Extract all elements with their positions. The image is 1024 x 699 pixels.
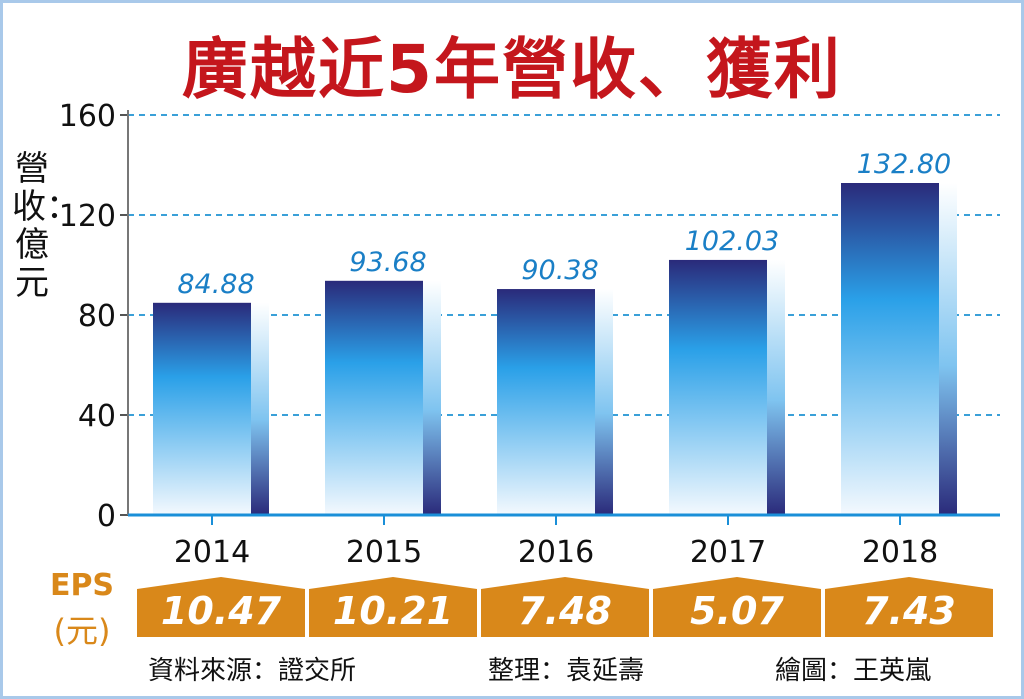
value-label-2014: 84.88 bbox=[177, 269, 254, 300]
x-tick-label-2017: 2017 bbox=[690, 535, 766, 570]
illustrator-credit: 繪圖：王英嵐 bbox=[775, 656, 932, 686]
x-tick-labels: 2014 2015 2016 2017 2018 bbox=[174, 535, 938, 570]
source-credit: 資料來源：證交所 bbox=[148, 656, 357, 686]
x-tick-label-2014: 2014 bbox=[174, 535, 250, 570]
eps-box-2018 bbox=[825, 577, 993, 637]
bar-2016 bbox=[497, 289, 595, 515]
bars: 84.88 93.68 90.38 102.03 132.80 bbox=[153, 149, 957, 515]
bar-side-2018 bbox=[939, 183, 957, 515]
bar-2015 bbox=[325, 280, 423, 515]
eps-box-2015 bbox=[309, 577, 477, 637]
value-label-2015: 93.68 bbox=[349, 247, 426, 278]
bar-2014 bbox=[153, 302, 251, 515]
eps-value-2015: 10.21 bbox=[333, 589, 453, 633]
eps-box-2014 bbox=[137, 577, 305, 637]
eps-value-2014: 10.47 bbox=[161, 589, 282, 633]
x-axis bbox=[127, 110, 1000, 525]
value-label-2017: 102.03 bbox=[685, 226, 779, 257]
x-tick-label-2018: 2018 bbox=[862, 535, 938, 570]
bar-2018 bbox=[841, 183, 939, 515]
y-tick-label: 80 bbox=[78, 299, 116, 334]
y-tick-label: 0 bbox=[97, 499, 116, 534]
y-tick-label: 160 bbox=[59, 99, 116, 134]
bar-side-2016 bbox=[595, 289, 613, 515]
chart-title: 廣越近5年營收、獲利 bbox=[182, 31, 842, 108]
eps-unit: (元) bbox=[53, 612, 111, 650]
bar-side-2017 bbox=[767, 259, 785, 515]
eps-box-2016 bbox=[481, 577, 649, 637]
eps-row: 10.47 10.21 7.48 5.07 7.43 bbox=[137, 577, 993, 637]
eps-label: EPS bbox=[49, 568, 115, 603]
bar-2017 bbox=[669, 259, 767, 515]
value-label-2018: 132.80 bbox=[857, 149, 951, 180]
value-label-2016: 90.38 bbox=[521, 255, 598, 286]
y-tick-labels: 0 40 80 120 160 bbox=[59, 99, 128, 534]
eps-value-2016: 7.48 bbox=[518, 589, 612, 633]
eps-value-2017: 5.07 bbox=[690, 589, 784, 633]
eps-value-2018: 7.43 bbox=[862, 589, 956, 633]
x-tick-label-2016: 2016 bbox=[518, 535, 594, 570]
editor-credit: 整理：袁延壽 bbox=[488, 656, 645, 686]
bar-side-2015 bbox=[423, 280, 441, 515]
x-tick-label-2015: 2015 bbox=[346, 535, 422, 570]
y-tick-label: 120 bbox=[59, 199, 116, 234]
eps-box-2017 bbox=[653, 577, 821, 637]
y-tick-label: 40 bbox=[78, 399, 116, 434]
bar-side-2014 bbox=[251, 302, 269, 515]
